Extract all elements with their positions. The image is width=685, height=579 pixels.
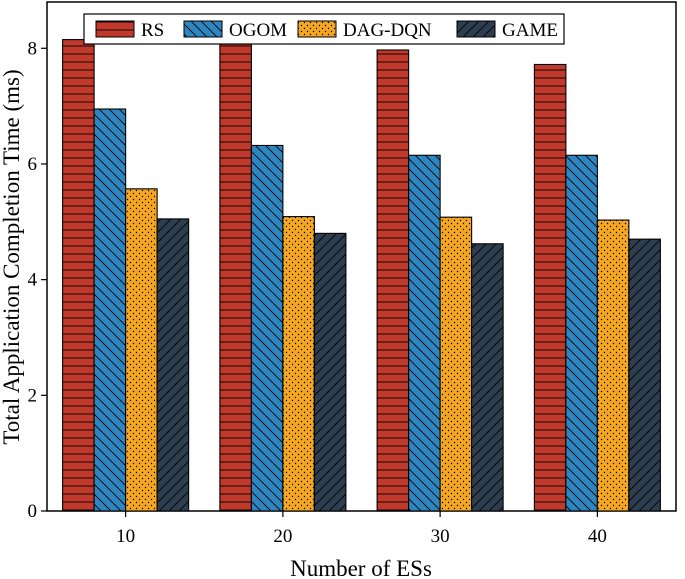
bar-game-30 [471,243,504,512]
y-axis-ticks: 0 2 4 6 8 [28,38,47,522]
bar-game-10 [156,218,190,512]
legend-swatch-rs [95,20,135,38]
bar-dag-dqn-40 [596,219,630,512]
legend-swatch-dag-dqn [297,20,337,38]
bar-ogom-30 [408,154,441,512]
bar-rs-40 [533,63,567,512]
bar-dag-dqn-30 [439,216,473,512]
bar-rs-10 [62,39,95,512]
bars [62,39,661,512]
bar-game-40 [628,238,661,512]
x-tick-label: 10 [116,526,135,547]
legend-swatch-game [456,20,496,38]
plot-area [46,1,677,512]
x-tick-label: 30 [431,526,450,547]
x-tick-label: 20 [273,526,292,547]
y-tick-label: 0 [28,501,38,522]
bar-rs-20 [219,41,252,512]
legend-label-dag-dqn: DAG-DQN [343,20,432,41]
y-axis-title: Total Application Completion Time (ms) [0,69,24,444]
y-tick-label: 2 [28,385,38,406]
x-axis-ticks: 10 20 30 40 [116,511,607,547]
legend-label-game: GAME [502,20,558,41]
legend-label-rs: RS [141,20,164,41]
legend: RS OGOM DAG-DQN GAME [83,13,565,45]
bar-rs-30 [376,49,410,512]
y-tick-label: 8 [28,38,38,59]
bar-dag-dqn-10 [125,188,158,512]
bar-ogom-10 [93,108,127,512]
bar-game-20 [313,232,347,512]
bar-ogom-20 [250,144,284,512]
bar-ogom-40 [565,154,598,512]
x-axis-title: Number of ESs [290,556,432,579]
legend-label-ogom: OGOM [229,20,287,41]
x-tick-label: 40 [588,526,607,547]
y-tick-label: 6 [28,154,38,175]
y-tick-label: 4 [28,270,38,291]
legend-swatch-ogom [183,20,223,38]
bar-dag-dqn-20 [282,216,315,512]
